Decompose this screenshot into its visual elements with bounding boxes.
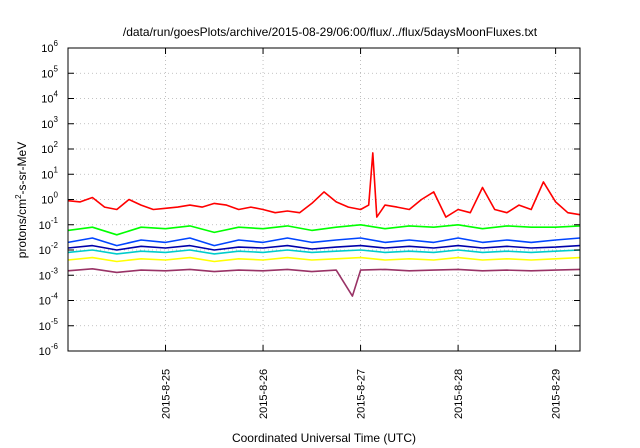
series-line-5 bbox=[67, 244, 581, 251]
x-tick-label: 2015-8-28 bbox=[453, 369, 465, 419]
grid bbox=[68, 48, 580, 351]
y-tick-label: 100 bbox=[41, 191, 58, 207]
y-tick-exp: 4 bbox=[54, 90, 59, 99]
y-tick-label: 104 bbox=[41, 90, 58, 106]
x-ticks: 2015-8-25 2015-8-26 2015-8-27 2015-8-28 2015… bbox=[161, 48, 563, 419]
y-tick-base: 10 bbox=[39, 245, 51, 257]
y-tick-base: 10 bbox=[41, 94, 53, 106]
series-line-7 bbox=[67, 267, 581, 297]
series-group bbox=[67, 152, 581, 297]
x-tick-label: 2015-8-25 bbox=[161, 369, 173, 419]
y-ticks: 10-610-510-410-310-210-11001011021031041… bbox=[39, 39, 580, 358]
x-axis-label: Coordinated Universal Time (UTC) bbox=[232, 431, 416, 445]
y-tick-base: 10 bbox=[41, 119, 53, 131]
y-tick-exp: 6 bbox=[54, 39, 59, 48]
x-tick-label: 2015-8-26 bbox=[258, 369, 270, 419]
y-axis-label: protons/cm2-s-sr-MeV bbox=[14, 142, 29, 258]
x-tick-label: 2015-8-29 bbox=[551, 369, 563, 419]
series-line-1 bbox=[67, 152, 581, 218]
y-tick-label: 10-5 bbox=[39, 317, 59, 333]
y-tick-exp: -2 bbox=[51, 241, 59, 250]
y-tick-base: 10 bbox=[41, 169, 53, 181]
y-tick-exp: -4 bbox=[51, 292, 59, 301]
series-line-4 bbox=[67, 249, 581, 255]
y-axis-label-suffix: -s-sr-MeV bbox=[15, 142, 29, 195]
y-tick-exp: 1 bbox=[54, 165, 59, 174]
y-tick-exp: -1 bbox=[51, 216, 59, 225]
y-tick-label: 105 bbox=[41, 64, 58, 80]
y-tick-label: 101 bbox=[41, 165, 58, 181]
y-tick-label: 10-6 bbox=[39, 342, 59, 358]
y-tick-exp: 0 bbox=[54, 191, 59, 200]
series-line-6 bbox=[67, 256, 581, 263]
y-tick-base: 10 bbox=[41, 195, 53, 207]
y-tick-base: 10 bbox=[39, 270, 51, 282]
y-tick-exp: 3 bbox=[54, 115, 59, 124]
y-tick-exp: -3 bbox=[51, 266, 59, 275]
chart-title: /data/run/goesPlots/archive/2015-08-29/0… bbox=[123, 25, 538, 39]
y-tick-exp: 5 bbox=[54, 64, 59, 73]
series-line-2 bbox=[67, 224, 581, 236]
x-tick-label: 2015-8-27 bbox=[356, 369, 368, 419]
y-tick-label: 106 bbox=[41, 39, 58, 55]
y-tick-label: 10-1 bbox=[39, 216, 59, 232]
y-tick-base: 10 bbox=[39, 321, 51, 333]
y-tick-base: 10 bbox=[39, 346, 51, 358]
y-tick-label: 10-3 bbox=[39, 266, 59, 282]
y-tick-label: 10-2 bbox=[39, 241, 59, 257]
series-line-3 bbox=[67, 237, 581, 247]
y-tick-base: 10 bbox=[39, 220, 51, 232]
y-tick-base: 10 bbox=[41, 43, 53, 55]
y-tick-label: 102 bbox=[41, 140, 58, 156]
y-tick-base: 10 bbox=[41, 68, 53, 80]
y-tick-exp: -5 bbox=[51, 317, 59, 326]
y-tick-label: 10-4 bbox=[39, 292, 59, 308]
y-tick-base: 10 bbox=[41, 144, 53, 156]
y-tick-label: 103 bbox=[41, 115, 58, 131]
y-tick-exp: -6 bbox=[51, 342, 59, 351]
y-axis-label-sup: 2 bbox=[14, 194, 23, 199]
y-tick-base: 10 bbox=[39, 296, 51, 308]
y-axis-label-prefix: protons/cm bbox=[15, 199, 29, 258]
y-tick-exp: 2 bbox=[54, 140, 59, 149]
